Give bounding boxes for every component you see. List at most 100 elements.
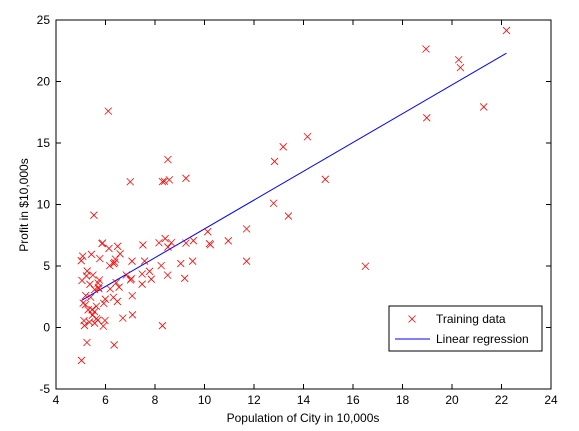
- data-point: [242, 225, 251, 233]
- data-point: [96, 254, 104, 263]
- data-point: [83, 338, 91, 347]
- data-point: [157, 261, 165, 270]
- data-point: [111, 255, 120, 263]
- data-point: [128, 311, 137, 319]
- data-point: [176, 259, 185, 268]
- data-point: [110, 341, 118, 349]
- legend-box: [388, 305, 543, 352]
- legend-label-training-data: Training data: [436, 312, 506, 326]
- x-tick-label: 12: [247, 393, 261, 407]
- data-point: [105, 261, 114, 270]
- x-tick-label: 4: [53, 393, 60, 407]
- data-point: [98, 239, 107, 247]
- data-point: [113, 297, 122, 306]
- data-series: [77, 26, 511, 365]
- x-tick-label: 10: [198, 393, 212, 407]
- data-point: [99, 299, 108, 308]
- data-point: [269, 199, 278, 208]
- data-point: [164, 155, 172, 164]
- data-point: [80, 321, 89, 330]
- data-point: [180, 274, 189, 283]
- data-point: [78, 252, 87, 260]
- x-tick-label: 14: [297, 393, 311, 407]
- x-tick-label: 16: [346, 393, 360, 407]
- y-tick-label: 20: [37, 75, 51, 89]
- legend-label-linear-regression: Linear regression: [436, 332, 529, 346]
- data-point: [422, 114, 431, 122]
- data-point: [303, 132, 312, 141]
- data-point: [81, 300, 90, 309]
- y-tick-label: 25: [37, 13, 51, 27]
- data-point: [242, 257, 251, 265]
- data-point: [158, 321, 167, 330]
- data-point: [140, 257, 149, 265]
- data-point: [145, 267, 154, 276]
- x-tick-label: 8: [152, 393, 159, 407]
- data-point: [165, 176, 174, 184]
- data-point: [128, 291, 137, 300]
- data-point: [116, 250, 124, 258]
- data-point: [95, 276, 104, 284]
- data-point: [113, 242, 122, 251]
- data-point: [456, 63, 465, 72]
- data-point: [77, 356, 86, 365]
- data-point: [138, 270, 146, 278]
- data-point: [361, 262, 370, 271]
- data-point: [89, 271, 97, 279]
- data-point: [422, 45, 430, 53]
- x-axis: 4 6 8 10 12 14 16 18 20 22 24: [53, 20, 558, 407]
- x-tick-label: 24: [544, 393, 558, 407]
- y-tick-label: -5: [39, 382, 50, 396]
- data-point: [119, 314, 127, 322]
- data-point: [88, 305, 96, 314]
- data-point: [189, 236, 198, 245]
- data-point: [109, 259, 118, 268]
- x-tick-label: 18: [396, 393, 410, 407]
- y-tick-label: 5: [43, 259, 50, 273]
- data-point: [182, 174, 190, 183]
- regression-line: [81, 52, 507, 301]
- data-point: [127, 275, 136, 283]
- data-point: [224, 237, 233, 245]
- y-axis: -5 0 5 10 15 20 25: [37, 13, 551, 396]
- data-point: [105, 244, 113, 253]
- data-point: [205, 239, 214, 248]
- data-point: [182, 239, 190, 247]
- data-point: [87, 250, 96, 259]
- data-point: [502, 26, 511, 35]
- x-tick-label: 22: [495, 393, 509, 407]
- data-point: [284, 212, 293, 220]
- data-point: [92, 302, 101, 311]
- data-point: [454, 55, 463, 64]
- data-point: [86, 293, 95, 302]
- y-tick-label: 0: [43, 321, 50, 335]
- data-point: [84, 306, 92, 314]
- data-point: [106, 285, 114, 293]
- data-point: [139, 241, 147, 249]
- data-point: [82, 272, 91, 280]
- data-point: [101, 316, 109, 325]
- data-point: [101, 295, 110, 303]
- y-axis-title: Profit in $10,000s: [17, 158, 31, 251]
- data-point: [122, 271, 131, 279]
- x-tick-label: 6: [102, 393, 109, 407]
- data-point: [270, 157, 279, 166]
- legend-marker-training-data: [408, 315, 416, 323]
- data-point: [203, 227, 212, 236]
- data-point: [188, 257, 197, 265]
- data-point: [85, 318, 94, 326]
- data-point: [112, 278, 120, 287]
- data-point: [163, 271, 172, 279]
- data-point: [104, 107, 113, 115]
- data-point: [138, 280, 146, 288]
- data-point: [321, 175, 330, 184]
- data-point: [164, 243, 172, 251]
- data-point: [128, 257, 136, 265]
- data-point: [77, 256, 86, 265]
- data-point: [86, 280, 94, 289]
- data-point: [79, 299, 88, 307]
- data-point: [90, 211, 98, 219]
- data-point: [158, 177, 167, 186]
- data-point: [126, 177, 135, 186]
